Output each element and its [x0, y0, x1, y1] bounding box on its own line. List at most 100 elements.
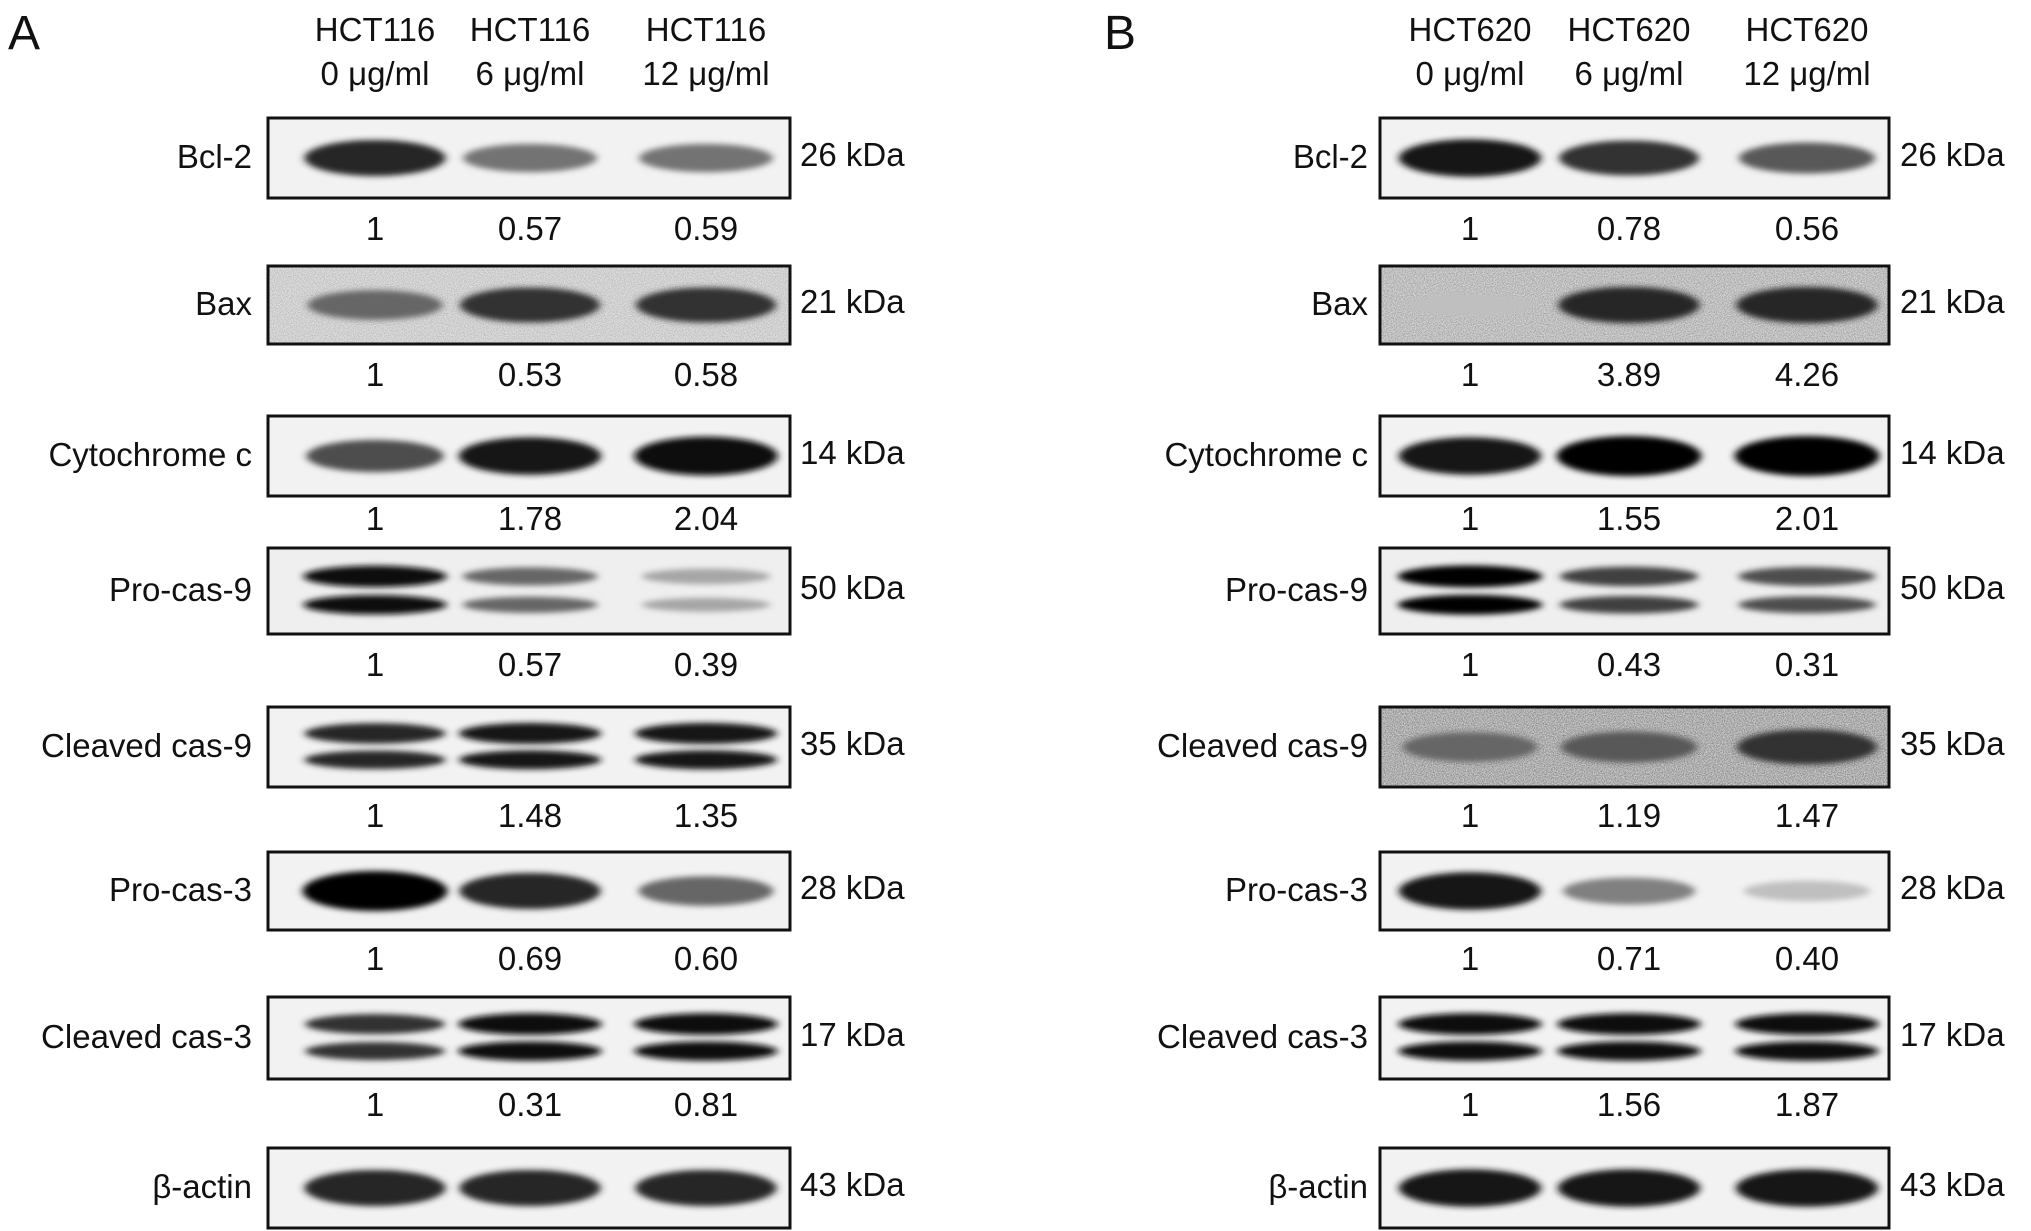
molecular-weight-label: 14 kDa [1900, 434, 2005, 471]
lane-header: HCT620 6 μg/ml [1539, 8, 1719, 96]
strip-frame [1378, 116, 1891, 200]
protein-band [1402, 732, 1538, 762]
protein-label: β-actin [152, 1168, 252, 1205]
relative-expression-value: 0.60 [673, 940, 739, 977]
protein-band [1398, 139, 1542, 177]
relative-expression-value: 1.47 [1774, 797, 1840, 834]
protein-band [1406, 294, 1534, 316]
lane-cell-line: HCT620 [1745, 11, 1869, 48]
protein-label: Cleaved cas-3 [1157, 1018, 1368, 1055]
strip-background [268, 997, 790, 1079]
strip-frame [266, 705, 792, 789]
relative-expression-value: 1 [365, 646, 385, 683]
protein-label: Bax [1311, 285, 1368, 322]
blot-strips [266, 116, 792, 1230]
protein-band [458, 1041, 602, 1061]
strip-frame [1378, 1146, 1891, 1230]
protein-band [638, 876, 774, 906]
blot-strip [266, 116, 792, 200]
relative-expression-value: 0.43 [1596, 646, 1662, 683]
strip-frame [1378, 995, 1891, 1081]
relative-expression-value: 2.01 [1774, 500, 1840, 537]
molecular-weight-label: 21 kDa [1900, 283, 2005, 320]
protein-band [1560, 731, 1698, 763]
protein-band [1738, 142, 1876, 174]
relative-expression-value: 1.56 [1596, 1086, 1662, 1123]
panel-letter: A [8, 7, 41, 60]
strip-frame [266, 850, 792, 932]
blot-strip [1378, 995, 1891, 1081]
lane-dose: 0 μg/ml [1415, 55, 1525, 92]
protein-band [1738, 596, 1876, 614]
lane-dose: 6 μg/ml [475, 55, 585, 92]
strip-frame [266, 414, 792, 498]
protein-band [462, 596, 598, 613]
blot-strip [266, 264, 792, 346]
blot-strip [1378, 1146, 1891, 1230]
protein-label: Cleaved cas-9 [41, 727, 252, 764]
protein-band [1557, 1169, 1701, 1207]
protein-band [641, 568, 771, 585]
strip-frame [266, 264, 792, 346]
blot-strips [1378, 116, 1891, 1230]
molecular-weight-label: 26 kDa [800, 136, 905, 173]
strip-frame [1378, 705, 1891, 789]
protein-label: Pro-cas-3 [108, 871, 252, 908]
lane-cell-line: HCT620 [1408, 11, 1532, 48]
relative-expression-value: 1.48 [497, 797, 563, 834]
relative-expression-value: 1 [365, 356, 385, 393]
molecular-weight-label: 43 kDa [800, 1166, 905, 1203]
relative-expression-value: 3.89 [1596, 356, 1662, 393]
molecular-weight-label: 35 kDa [1900, 725, 2005, 762]
relative-expression-value: 1 [1460, 1086, 1480, 1123]
protein-band [1562, 877, 1696, 905]
protein-band [460, 287, 600, 323]
lane-cell-line: HCT116 [469, 11, 591, 48]
protein-band [1559, 140, 1699, 176]
protein-label: Bax [195, 285, 252, 322]
protein-label: Cleaved cas-3 [41, 1018, 252, 1055]
blot-strip [266, 705, 792, 789]
strip-frame [266, 546, 792, 636]
relative-expression-value: 1 [1460, 940, 1480, 977]
lane-dose: 0 μg/ml [320, 55, 430, 92]
lane-cell-line: HCT116 [314, 11, 436, 48]
molecular-weight-label: 17 kDa [1900, 1016, 2005, 1053]
relative-expression-value: 0.69 [497, 940, 563, 977]
blot-strip [1378, 116, 1891, 200]
protein-band [1559, 595, 1699, 614]
relative-expression-value: 1.78 [497, 500, 563, 537]
panel-b: B HCT620 0 μg/ml HCT620 6 μg/ml HCT620 1… [1100, 0, 2031, 1231]
blot-strip [1378, 264, 1891, 346]
protein-band [1557, 1013, 1701, 1035]
lane-header: HCT620 12 μg/ml [1717, 8, 1897, 96]
strip-frame [266, 116, 792, 200]
protein-band [304, 750, 446, 770]
protein-band [303, 565, 447, 588]
protein-band [1397, 594, 1543, 615]
protein-label: Bcl-2 [176, 138, 252, 175]
blot-strip [1378, 546, 1891, 636]
lane-dose: 6 μg/ml [1574, 55, 1684, 92]
protein-label: Bcl-2 [1292, 138, 1368, 175]
blot-strip [266, 546, 792, 636]
protein-band [641, 597, 771, 612]
strip-frame [1378, 546, 1891, 636]
blot-strip [266, 850, 792, 932]
blot-strip [1378, 705, 1891, 789]
blot-strip [1378, 850, 1891, 932]
relative-expression-value: 0.71 [1596, 940, 1662, 977]
protein-band [302, 871, 448, 911]
lane-header: HCT116 12 μg/ml [616, 8, 796, 96]
blot-strip [1378, 414, 1891, 498]
relative-expression-value: 0.31 [1774, 646, 1840, 683]
protein-band [1397, 565, 1543, 588]
relative-expression-value: 0.56 [1774, 210, 1840, 247]
protein-band [459, 872, 601, 910]
protein-band [304, 139, 446, 177]
protein-band [1738, 566, 1876, 586]
protein-label: Cytochrome c [48, 436, 252, 473]
lane-dose: 12 μg/ml [642, 55, 770, 92]
strip-frame [266, 995, 792, 1081]
strip-frame [1378, 850, 1891, 932]
